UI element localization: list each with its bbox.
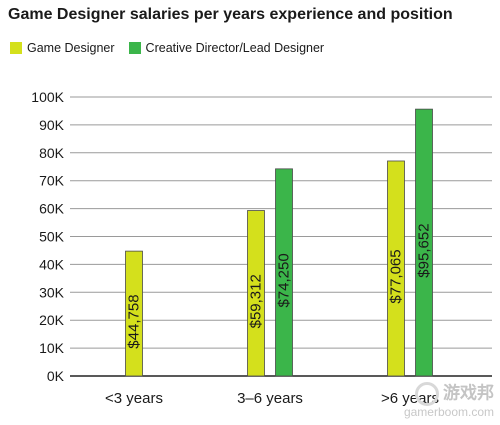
x-category-label: <3 years [105,390,163,407]
y-tick-label: 100K [31,89,64,105]
y-tick-label: 50K [39,229,65,245]
bar-value-label: $44,758 [126,294,143,348]
y-tick-label: 40K [39,256,65,272]
y-tick-label: 20K [39,312,65,328]
bar-value-label: $77,065 [388,249,405,303]
bar-value-label: $74,250 [276,253,293,307]
y-tick-label: 0K [47,368,65,384]
y-tick-label: 10K [39,340,65,356]
legend-swatch-game-designer [10,42,22,54]
bar-game-designer-0 [125,250,143,377]
y-tick-label: 90K [39,117,65,133]
watermark: 游戏邦 gamerboom.com [403,381,494,419]
y-tick-label: 80K [39,145,65,161]
y-tick-label: 30K [39,284,65,300]
y-tick-label: 70K [39,173,65,189]
legend-item-creative-director: Creative Director/Lead Designer [128,41,325,55]
y-tick-label: 60K [39,201,65,217]
legend-swatch-creative-director [128,42,141,54]
legend-item-game-designer: Game Designer [10,41,115,55]
bar-value-label: $59,312 [248,274,265,328]
bars: $44,758 $59,312 $74,250 $77,065 $95,652 [125,108,433,377]
chart-title: Game Designer salaries per years experie… [8,6,453,23]
bar-game-designer-2 [387,160,405,377]
legend-label-creative-director: Creative Director/Lead Designer [145,41,325,55]
legend-label-game-designer: Game Designer [27,41,115,55]
x-axis: <3 years 3–6 years >6 years [105,390,439,407]
watermark-name: 游戏邦 [443,383,494,403]
bar-game-designer-1 [247,210,265,377]
bar-value-label: $95,652 [416,223,433,277]
x-category-label: 3–6 years [237,390,303,407]
legend: Game Designer Creative Director/Lead Des… [10,39,338,57]
watermark-logo-icon [415,381,439,406]
bar-creative-director-1 [275,168,293,377]
y-axis: 0K 10K 20K 30K 40K 50K 60K 70K 80K 90K 100K [31,89,64,384]
watermark-url: gamerboom.com [403,404,494,419]
bar-creative-director-2 [415,108,433,377]
